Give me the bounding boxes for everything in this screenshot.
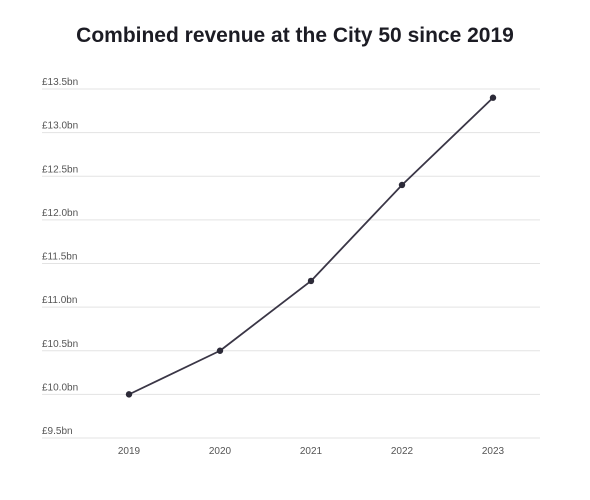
- x-axis-ticks: 2019 2020 2021 2022 2023: [118, 446, 505, 457]
- data-point: [216, 347, 224, 354]
- x-tick-label: 2022: [391, 446, 414, 457]
- x-tick-label: 2020: [209, 446, 232, 457]
- series-line: [128, 97, 494, 396]
- data-point: [125, 391, 133, 398]
- y-tick-label: £13.5bn: [42, 77, 78, 88]
- y-tick-label: £10.5bn: [42, 339, 78, 350]
- y-tick-label: £11.5bn: [42, 252, 77, 263]
- data-point: [398, 181, 406, 189]
- x-tick-label: 2019: [118, 446, 141, 457]
- series-line-layer: [128, 97, 494, 396]
- y-tick-label: £12.0bn: [42, 208, 78, 219]
- y-tick-label: £9.5bn: [42, 426, 73, 437]
- data-point: [307, 277, 315, 285]
- y-tick-label: £11.0bn: [42, 295, 77, 306]
- series-points: [125, 94, 497, 398]
- y-tick-label: £13.0bn: [42, 121, 78, 132]
- data-point: [489, 94, 497, 101]
- x-tick-label: 2023: [482, 446, 505, 457]
- y-axis-ticks: £9.5bn £10.0bn £10.5bn £11.0bn £11.5bn £12.0b…: [42, 77, 78, 437]
- x-tick-label: 2021: [300, 446, 323, 457]
- y-tick-label: £12.5bn: [42, 164, 78, 175]
- chart-title: Combined revenue at the City 50 since 20…: [76, 24, 514, 47]
- grid-lines: [42, 88, 540, 439]
- y-tick-label: £10.0bn: [42, 382, 78, 393]
